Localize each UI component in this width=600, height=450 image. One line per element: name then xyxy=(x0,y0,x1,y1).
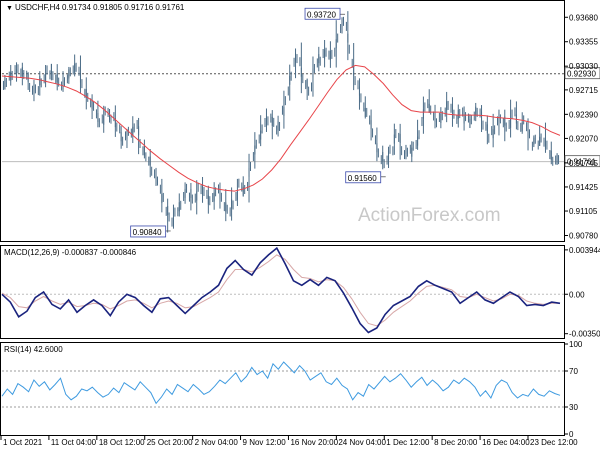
price-axis-label-1: 0.93355 xyxy=(569,38,598,47)
annotation-box-0 xyxy=(304,7,341,20)
price-axis-label-0: 0.93680 xyxy=(569,13,598,22)
price-panel xyxy=(0,0,565,242)
x-axis-label-2: 18 Oct 12:00 xyxy=(99,438,145,447)
x-axis-label-11: 23 Dec 12:00 xyxy=(530,438,578,447)
annotation-label-2: 0.90840 xyxy=(133,228,162,237)
rsi-axis-label-0: 100 xyxy=(569,340,583,349)
price-axis-label-4: 0.92390 xyxy=(569,110,598,119)
rsi-axis-label-3: 0 xyxy=(569,430,574,439)
rsi-axis-label-1: 70 xyxy=(569,367,578,376)
rsi-title: RSI(14) 42.6000 xyxy=(4,345,63,354)
current-price-tag xyxy=(564,155,600,168)
annotation-box-1 xyxy=(345,171,382,184)
macd-axis-label-2: -0.003506 xyxy=(569,330,600,339)
current-price-label: 0.91761 xyxy=(567,158,596,167)
macd-title: MACD(12,26,9) -0.000837 -0.000846 xyxy=(4,248,137,257)
price-axis-label-6: 0.91745 xyxy=(569,159,598,168)
price-axis-label-5: 0.92070 xyxy=(569,134,598,143)
x-axis-label-3: 25 Oct 20:00 xyxy=(147,438,193,447)
macd-panel xyxy=(0,245,565,339)
price-axis-label-3: 0.92715 xyxy=(569,86,598,95)
level-tag-0 xyxy=(564,67,600,80)
x-axis-label-4: 2 Nov 04:00 xyxy=(195,438,239,447)
x-axis-label-8: 1 Dec 12:00 xyxy=(386,438,430,447)
rsi-line xyxy=(1,361,561,405)
annotation-label-1: 0.91560 xyxy=(348,174,377,183)
rsi-panel xyxy=(0,342,565,436)
moving-average-line xyxy=(1,64,561,192)
price-axis-label-2: 0.93030 xyxy=(569,62,598,71)
level-label-0: 0.92930 xyxy=(567,70,596,79)
macd-axis-label-1: 0.00 xyxy=(569,290,585,299)
x-axis-label-5: 9 Nov 12:00 xyxy=(243,438,287,447)
x-axis-label-0: 1 Oct 2021 xyxy=(3,438,43,447)
dropdown-arrow-icon[interactable]: ▼ xyxy=(6,5,13,12)
annotation-label-0: 0.93720 xyxy=(307,10,336,19)
x-axis-label-10: 16 Dec 04:00 xyxy=(482,438,530,447)
rsi-axis-label-2: 30 xyxy=(569,403,578,412)
x-axis-label-6: 16 Nov 20:00 xyxy=(290,438,338,447)
x-axis-label-1: 11 Oct 04:00 xyxy=(51,438,97,447)
annotation-box-2 xyxy=(130,225,167,238)
ohlc-readout: 0.91734 0.91805 0.91716 0.91761 xyxy=(62,3,185,12)
price-chart-title: USDCHF,H4 xyxy=(15,3,60,12)
watermark: ActionForex.com xyxy=(358,205,501,226)
x-axis-label-7: 24 Nov 04:00 xyxy=(338,438,386,447)
macd-axis-label-0: 0.003944 xyxy=(569,246,600,255)
macd-series-macd xyxy=(1,246,561,334)
macd-series-signal xyxy=(1,254,560,327)
price-axis-label-8: 0.91105 xyxy=(569,207,598,216)
x-axis-label-9: 8 Dec 20:00 xyxy=(434,438,478,447)
price-axis-label-9: 0.90780 xyxy=(569,231,598,240)
price-axis-label-7: 0.91425 xyxy=(569,183,598,192)
